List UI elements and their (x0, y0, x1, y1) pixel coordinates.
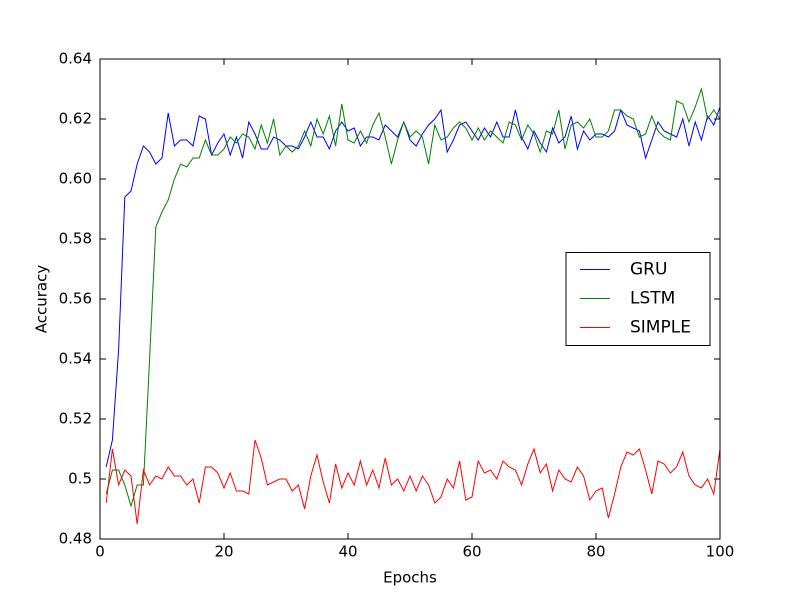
y-tick-label: 0.58 (59, 230, 92, 248)
x-tick-label: 20 (214, 543, 233, 561)
plot-frame (99, 58, 721, 540)
x-tick-label: 60 (462, 543, 481, 561)
legend-label: SIMPLE (630, 318, 691, 338)
line-series (105, 439, 721, 525)
legend-label: GRU (630, 260, 667, 280)
y-tick-label: 0.52 (59, 410, 92, 428)
x-axis-label: Epochs (383, 569, 437, 587)
line-series (105, 106, 721, 468)
y-tick-label: 0.48 (59, 530, 92, 548)
y-tick-label: 0.60 (59, 170, 92, 188)
line-series (105, 87, 721, 508)
y-tick-label: 0.56 (59, 290, 92, 308)
x-tick-label: 40 (338, 543, 357, 561)
y-axis-label: Accuracy (33, 265, 51, 334)
x-tick-label: 80 (586, 543, 605, 561)
y-tick-label: 0.54 (59, 350, 92, 368)
legend-label: LSTM (630, 289, 675, 309)
x-tick-label: 100 (706, 543, 735, 561)
x-tick-label: 0 (95, 543, 105, 561)
y-tick-label: 0.62 (59, 110, 92, 128)
y-tick-label: 0.5 (68, 470, 92, 488)
y-tick-label: 0.64 (59, 50, 92, 68)
